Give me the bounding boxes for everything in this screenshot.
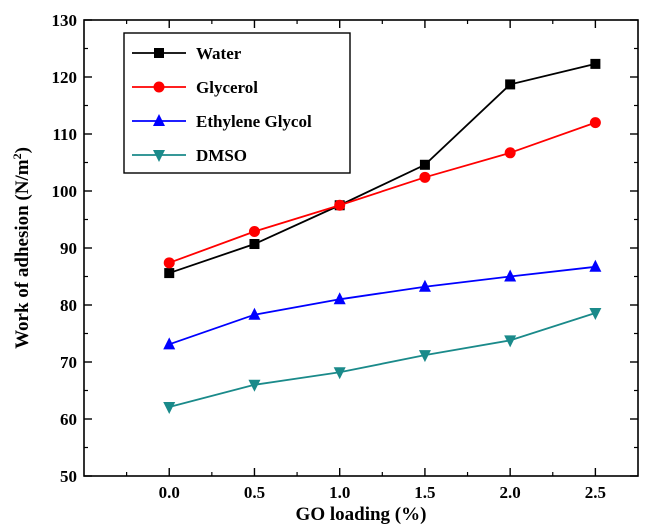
- legend: Water Glycerol Ethylene Glycol DMSO: [123, 32, 351, 174]
- data-point: [333, 367, 346, 380]
- x-tick-label: 0.5: [244, 483, 265, 502]
- data-point: [589, 307, 602, 320]
- y-tick-label: 80: [60, 296, 77, 315]
- series-line: [168, 265, 596, 346]
- y-tick-label: 90: [60, 239, 77, 258]
- data-point: [504, 147, 516, 159]
- legend-marker: [153, 81, 165, 93]
- data-point: [163, 337, 176, 350]
- y-tick-label: 50: [60, 467, 77, 486]
- legend-label: Glycerol: [196, 78, 258, 97]
- x-tick-label: 2.5: [585, 483, 606, 502]
- data-point: [248, 307, 261, 320]
- x-tick-label: 1.0: [329, 483, 350, 502]
- data-point: [334, 199, 346, 211]
- legend-marker: [154, 48, 164, 58]
- y-tick-label: 120: [52, 68, 78, 87]
- data-point: [505, 79, 516, 90]
- y-tick-label: 110: [52, 125, 77, 144]
- y-tick-label: 70: [60, 353, 77, 372]
- data-point: [333, 292, 346, 305]
- legend-label: DMSO: [196, 146, 247, 165]
- y-axis-title-end: ): [12, 147, 33, 153]
- series-layer: [163, 58, 602, 415]
- data-point: [249, 239, 260, 250]
- series-line: [168, 63, 596, 274]
- y-axis-title: Work of adhesion (N/m2): [10, 147, 33, 349]
- data-point: [504, 335, 517, 348]
- axis-ticks: 50 60 70 80 90 100 110 120 130 0.0 0.5 1.0 1.5 2.0 2.5: [52, 11, 638, 502]
- data-point: [248, 379, 261, 392]
- series-line: [168, 121, 596, 264]
- data-point: [163, 257, 175, 269]
- data-point: [418, 350, 431, 363]
- x-tick-label: 2.0: [500, 483, 521, 502]
- x-tick-label: 1.5: [414, 483, 435, 502]
- x-axis-title: GO loading (%): [296, 504, 427, 525]
- data-point: [418, 279, 431, 292]
- data-point: [589, 117, 601, 129]
- data-point: [590, 58, 601, 69]
- data-point: [589, 259, 602, 272]
- y-axis-title-main: Work of adhesion (N/m: [12, 159, 33, 349]
- data-point: [419, 171, 431, 183]
- data-point: [419, 159, 430, 170]
- legend-marker: [153, 150, 165, 162]
- y-tick-label: 100: [52, 182, 78, 201]
- y-axis-title-superscript: 2: [10, 153, 24, 159]
- data-point: [248, 225, 260, 237]
- series-line: [169, 312, 596, 408]
- legend-label: Water: [196, 44, 242, 63]
- x-tick-label: 0.0: [159, 483, 180, 502]
- data-point: [504, 269, 517, 282]
- data-point: [164, 268, 175, 279]
- y-tick-label: 60: [60, 410, 77, 429]
- legend-label: Ethylene Glycol: [196, 112, 312, 131]
- legend-marker: [153, 114, 165, 126]
- data-point: [163, 402, 176, 415]
- y-tick-label: 130: [52, 11, 78, 30]
